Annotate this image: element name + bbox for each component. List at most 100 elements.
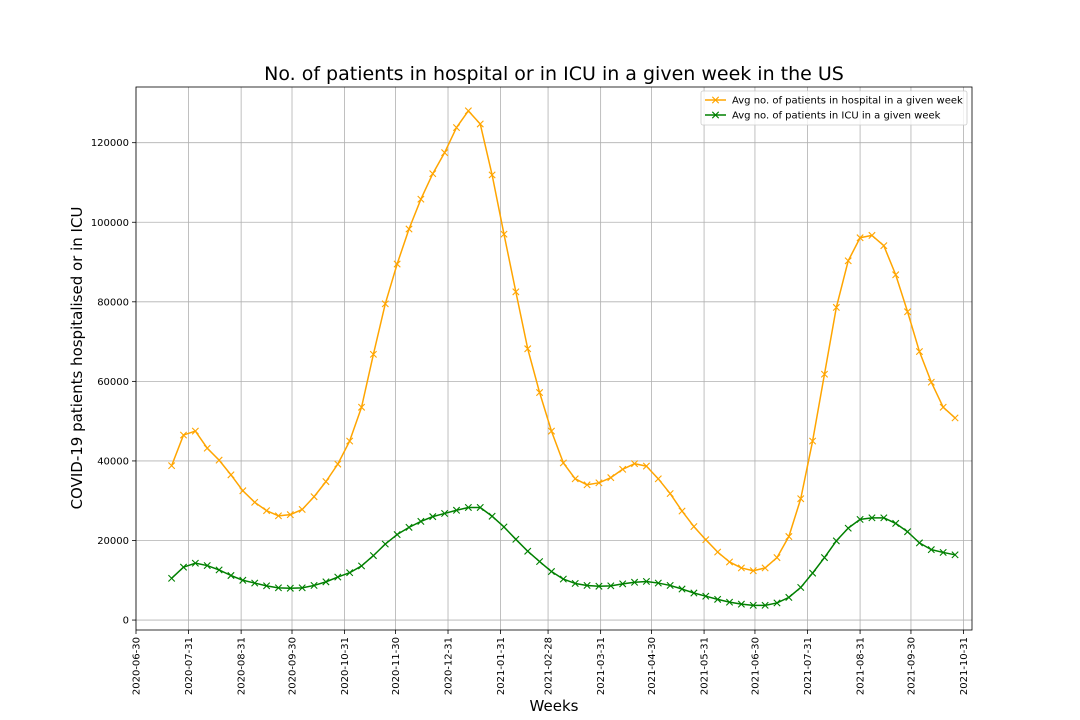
data-point [512, 288, 520, 296]
data-point [690, 522, 698, 531]
data-point [369, 552, 377, 560]
data-point [405, 225, 413, 233]
data-point [559, 575, 567, 583]
data-point [251, 579, 259, 587]
y-axis-label: COVID-19 patients hospitalised or in ICU [68, 207, 86, 510]
data-point [405, 523, 413, 531]
data-point [452, 123, 461, 132]
data-point [251, 498, 259, 506]
plot-frame [135, 86, 973, 631]
y-tick-label: 100000 [91, 218, 129, 229]
y-tick-label: 80000 [97, 297, 129, 308]
data-point [357, 403, 366, 411]
data-point [702, 536, 710, 544]
data-point [583, 481, 591, 489]
data-point [678, 507, 686, 515]
legend-marker-0 [711, 96, 720, 104]
data-point [832, 537, 840, 545]
x-tick-label: 2020-11-30 [391, 637, 402, 695]
data-point [476, 503, 484, 512]
data-point [512, 535, 520, 543]
data-point [334, 573, 342, 581]
legend-box [700, 90, 968, 126]
data-point [725, 558, 734, 566]
x-tick-label: 2021-04-30 [647, 637, 658, 695]
data-point [666, 489, 674, 498]
data-point [844, 257, 852, 265]
series-line-0 [170, 110, 956, 572]
y-tick-label: 120000 [91, 138, 129, 149]
data-point [298, 505, 306, 514]
chart-title: No. of patients in hospital or in ICU in… [264, 63, 844, 85]
data-point [844, 524, 852, 532]
data-point [346, 437, 354, 445]
data-point [239, 487, 247, 495]
data-point [927, 546, 935, 554]
x-tick-label: 2021-05-31 [700, 637, 711, 695]
x-tick-label: 2020-08-31 [237, 637, 248, 695]
data-point [535, 388, 544, 397]
data-point [547, 567, 556, 576]
data-point [571, 475, 579, 483]
data-point [737, 564, 745, 572]
x-tick-label: 2021-06-30 [750, 637, 761, 695]
data-point [346, 569, 354, 577]
data-point [903, 528, 912, 536]
data-point [298, 584, 306, 592]
data-point [262, 507, 271, 515]
data-point [951, 414, 959, 422]
data-point [714, 595, 722, 603]
data-point [832, 303, 840, 311]
data-point [322, 478, 330, 486]
y-tick-label: 60000 [97, 377, 129, 388]
x-tick-label: 2020-10-31 [340, 637, 351, 695]
x-tick-label: 2021-07-31 [803, 637, 814, 695]
data-point [310, 493, 318, 501]
data-point [714, 548, 722, 556]
data-point [939, 548, 947, 557]
data-point [749, 567, 757, 575]
data-point [927, 378, 935, 386]
y-axis: 0 20000 40000 60000 80000 100000 120000 [91, 138, 136, 627]
data-point [168, 462, 176, 470]
data-point [274, 512, 283, 520]
data-point [203, 444, 211, 452]
data-point [868, 514, 876, 522]
data-point [820, 554, 829, 562]
legend-marker-1 [711, 111, 720, 119]
data-point [595, 479, 603, 487]
data-point [191, 427, 199, 435]
data-point [381, 300, 389, 308]
x-tick-label: 2021-10-31 [959, 637, 970, 695]
data-point [797, 583, 805, 592]
x-tick-label: 2021-08-31 [856, 637, 867, 695]
x-tick-label: 2020-07-31 [184, 637, 195, 695]
y-tick-label: 40000 [97, 456, 129, 467]
data-point [630, 578, 639, 586]
data-point [809, 437, 817, 445]
series-markers [168, 107, 959, 609]
data-point [892, 519, 900, 527]
data-point [690, 589, 698, 597]
data-point [464, 107, 472, 115]
data-point [429, 513, 437, 521]
x-tick-label: 2021-03-31 [596, 637, 607, 695]
data-point [227, 571, 235, 580]
data-point [227, 471, 235, 479]
data-point [488, 512, 496, 520]
data-point [357, 562, 366, 570]
data-point [215, 566, 223, 574]
data-point [381, 540, 389, 548]
x-tick-label: 2020-06-30 [132, 637, 143, 695]
data-point [809, 569, 817, 577]
legend: Avg no. of patients in hospital in a giv… [700, 90, 968, 126]
data-point [524, 547, 532, 555]
data-point [702, 592, 710, 600]
data-point [761, 564, 769, 572]
data-point [785, 593, 793, 601]
data-point [583, 581, 591, 590]
data-point [203, 561, 211, 570]
data-point [654, 475, 662, 483]
x-tick-label: 2020-12-31 [444, 637, 455, 695]
series-line-1 [171, 506, 956, 607]
